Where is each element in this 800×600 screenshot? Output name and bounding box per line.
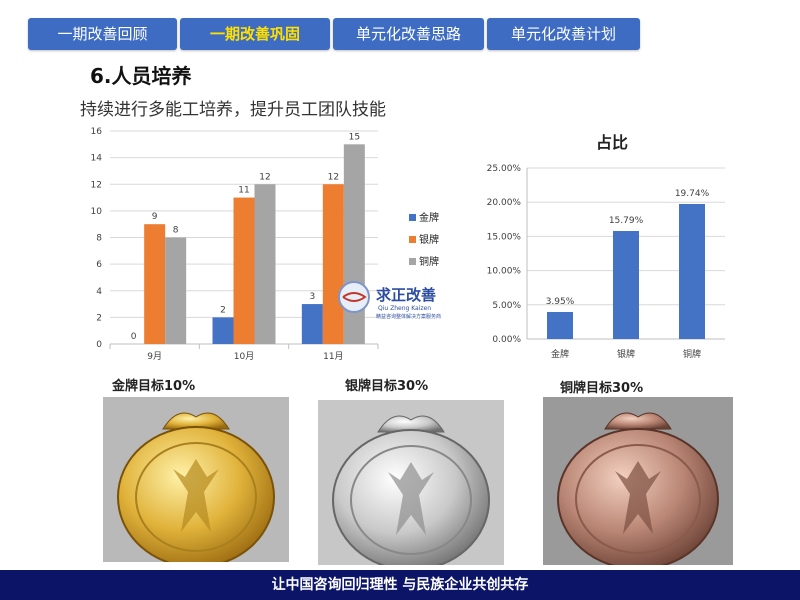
y-tick-label: 12 [91, 180, 102, 190]
bar-铜牌 [679, 203, 705, 339]
x-tick-label: 金牌 [551, 348, 569, 360]
bronze-target-label: 铜牌目标30% [560, 381, 644, 396]
bar-银牌 [613, 230, 639, 339]
legend-swatch [409, 236, 416, 243]
tab-cell-ideas[interactable]: 单元化改善思路 [333, 18, 484, 50]
bar-value-label: 12 [259, 172, 270, 182]
bar-银牌 [144, 224, 166, 344]
bar-value-label: 9 [152, 212, 158, 222]
bar-银牌 [322, 184, 344, 344]
y-tick-label: 25.00% [487, 164, 522, 174]
legend-label: 银牌 [419, 233, 439, 246]
x-tick-label: 铜牌 [683, 348, 701, 360]
watermark-cn: 求正改善 [376, 286, 436, 304]
chart-title: 占比 [596, 133, 628, 152]
bar-银牌 [233, 197, 255, 344]
bar-value-label: 2 [220, 305, 226, 315]
x-tick-label: 10月 [234, 351, 254, 362]
watermark: 求正改善 Qiu Zheng Kaizen 精益咨询整体解决方案服务商 [336, 280, 476, 320]
y-tick-label: 0 [96, 340, 102, 350]
bar-铜牌 [165, 237, 187, 344]
legend-swatch [409, 258, 416, 265]
logo-icon [338, 281, 370, 313]
tab-bar: 一期改善回顾 一期改善巩固 单元化改善思路 单元化改善计划 [28, 18, 640, 50]
y-tick-label: 20.00% [487, 198, 522, 208]
watermark-en: Qiu Zheng Kaizen [378, 305, 431, 312]
x-tick-label: 11月 [323, 351, 343, 362]
y-tick-label: 14 [91, 154, 103, 164]
y-tick-label: 2 [96, 313, 102, 323]
bar-value-label: 3.95% [546, 297, 575, 307]
x-tick-label: 银牌 [617, 348, 635, 360]
bar-value-label: 12 [328, 172, 339, 182]
bar-value-label: 0 [131, 332, 137, 342]
bar-金牌 [212, 317, 234, 344]
y-tick-label: 10 [91, 207, 103, 217]
subtitle: 持续进行多能工培养，提升员工团队技能 [80, 100, 386, 120]
bar-value-label: 3 [309, 292, 315, 302]
tab-review[interactable]: 一期改善回顾 [28, 18, 177, 50]
silver-target-label: 银牌目标30% [345, 379, 429, 394]
legend-label: 金牌 [419, 211, 439, 224]
section-title: 6.人员培养 [90, 64, 192, 88]
y-tick-label: 5.00% [492, 301, 521, 311]
gold-target-label: 金牌目标10% [112, 379, 196, 394]
tab-consolidate[interactable]: 一期改善巩固 [180, 18, 330, 50]
bar-value-label: 19.74% [675, 189, 710, 199]
watermark-tagline: 精益咨询整体解决方案服务商 [376, 313, 441, 320]
y-tick-label: 10.00% [487, 267, 522, 277]
bronze-medal-icon [543, 397, 733, 565]
x-tick-label: 9月 [147, 351, 162, 362]
gold-medal-icon [103, 397, 289, 562]
medal-ratio-chart: 占比 0.00% 5.00% 10.00% 15.00% 20.00% 25.00% 3.95… [487, 133, 725, 360]
bar-铜牌 [254, 184, 276, 344]
y-tick-label: 6 [96, 260, 102, 270]
bar-value-label: 8 [173, 226, 179, 236]
y-tick-label: 8 [96, 234, 102, 244]
y-tick-label: 4 [96, 287, 102, 297]
bar-value-label: 15.79% [609, 216, 644, 226]
silver-medal-icon [318, 400, 504, 565]
tab-cell-plan[interactable]: 单元化改善计划 [487, 18, 640, 50]
bar-金牌 [547, 311, 573, 339]
legend-swatch [409, 214, 416, 221]
legend-label: 铜牌 [419, 255, 439, 268]
bar-金牌 [301, 304, 323, 344]
y-tick-label: 0.00% [492, 335, 521, 345]
footer-slogan: 让中国咨询回归理性 与民族企业共创共存 [0, 570, 800, 600]
bar-value-label: 11 [238, 186, 249, 196]
bar-value-label: 15 [349, 132, 360, 142]
y-tick-label: 16 [91, 127, 103, 137]
y-tick-label: 15.00% [487, 232, 522, 242]
